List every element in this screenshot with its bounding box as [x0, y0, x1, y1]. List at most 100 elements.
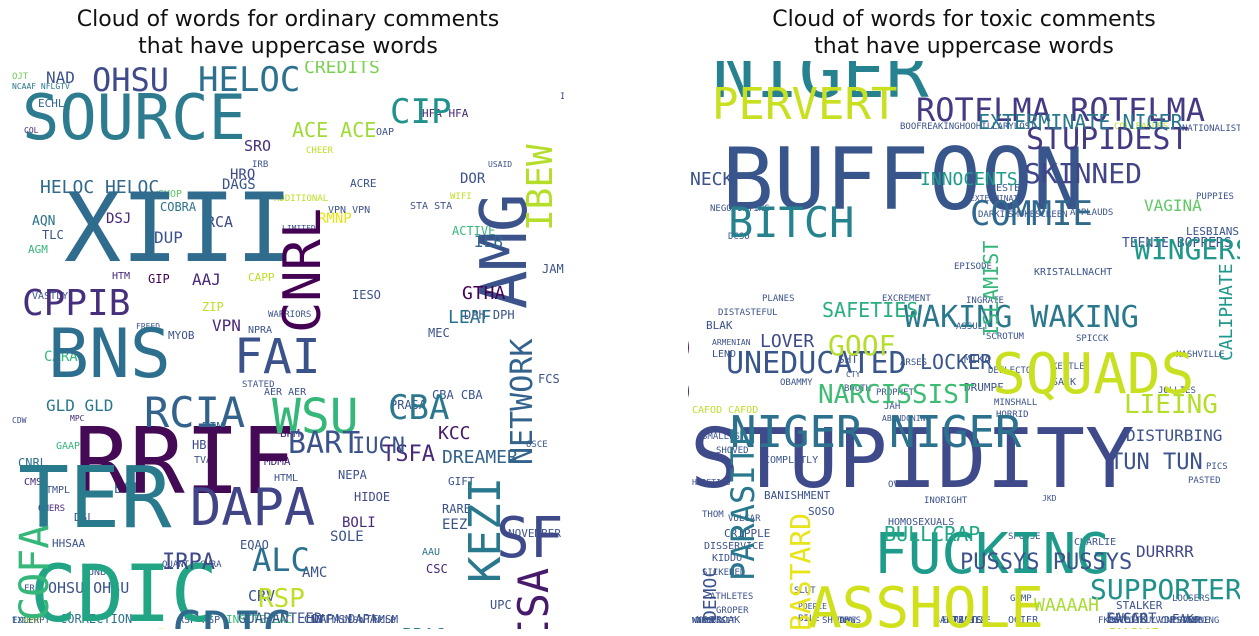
ordinary-filler-word: UNB	[88, 567, 106, 578]
toxic-filler-word: SCROTUM	[986, 332, 1025, 342]
toxic-filler-word: MIKA	[964, 353, 991, 366]
toxic-filler-word: YVONERAVONE	[1150, 616, 1210, 626]
ordinary-filler-word: COL	[24, 126, 39, 135]
ordinary-filler-word: OAP	[376, 127, 394, 138]
toxic-cloud-word: STUPIDITY	[690, 412, 1134, 507]
toxic-filler-word: SHT	[838, 353, 858, 366]
toxic-filler-word: CHARLIE	[1074, 537, 1116, 548]
toxic-filler-word: SOSO	[808, 505, 835, 518]
ordinary-filler-word: HTM	[112, 271, 130, 282]
ordinary-filler-word: ZIP	[202, 300, 224, 314]
toxic-cloud-word: WAKING WAKING	[904, 300, 1139, 335]
ordinary-filler-word: AGM	[28, 243, 48, 256]
ordinary-cloud-word: IUCN	[352, 434, 405, 459]
ordinary-filler-word: HFA HFA	[422, 107, 469, 120]
ordinary-cloud-word: DAPA	[190, 478, 315, 538]
ordinary-filler-word: EQAO	[240, 538, 269, 552]
ordinary-filler-word: OSCE	[526, 440, 548, 450]
ordinary-cloud-word: CNRL	[273, 208, 333, 333]
ordinary-filler-word: DUP	[154, 228, 183, 247]
ordinary-cloud-word: ALC	[252, 541, 310, 579]
ordinary-filler-word: ACTIVE	[452, 224, 495, 238]
toxic-filler-word: NASHVILLE	[1176, 350, 1225, 360]
ordinary-cloud-word: RSP	[258, 584, 305, 614]
ordinary-filler-word: DES	[342, 616, 358, 626]
toxic-filler-word: CRAZIES	[948, 616, 986, 626]
toxic-cloud-word: SAFETIES	[822, 298, 918, 322]
ordinary-cloud-word: GTHA	[462, 283, 506, 304]
ordinary-filler-word: SRO	[244, 137, 271, 155]
left-chart-title: Cloud of words for ordinary comments tha…	[12, 6, 564, 60]
toxic-filler-word: CTY	[846, 370, 861, 379]
toxic-filler-word: STABBING	[1176, 616, 1219, 626]
toxic-filler-word: HOMOSEXUALS	[888, 517, 954, 528]
ordinary-filler-word: BRM	[280, 427, 300, 440]
toxic-cloud-word: BULLCRAP	[884, 522, 980, 546]
right-title-line2: that have uppercase words	[814, 34, 1114, 59]
ordinary-filler-word: EXCERPT	[12, 616, 51, 626]
ordinary-filler-word: CSC	[426, 562, 448, 576]
toxic-filler-word: NATIONALIST	[1182, 124, 1240, 134]
toxic-filler-word: SICKENED	[702, 568, 745, 578]
ordinary-cloud-word: KCC	[438, 423, 471, 444]
ordinary-filler-word: NCAAF NFLGTV	[12, 82, 70, 91]
ordinary-filler-word: AMC	[302, 565, 327, 581]
ordinary-filler-word: DSJ	[106, 211, 131, 227]
toxic-filler-word: DISTASTEFUL	[718, 308, 778, 318]
toxic-filler-word: SMOKESCREEN	[1008, 210, 1068, 220]
ordinary-cloud-word: TER	[18, 449, 172, 548]
toxic-filler-word: APPLAUDS	[1070, 208, 1113, 218]
toxic-filler-word: DCSO	[728, 232, 750, 242]
toxic-cloud-word: SKINNED	[1024, 157, 1142, 190]
ordinary-cloud-word: LEAF	[448, 307, 491, 328]
toxic-cloud-word: WAAAAH	[1034, 595, 1099, 616]
ordinary-filler-word: DOR	[460, 171, 486, 187]
toxic-filler-word: THOM	[702, 510, 724, 520]
toxic-cloud-word: STUPIDEST	[1026, 122, 1189, 157]
ordinary-filler-word: OHSU OHSU	[48, 579, 129, 597]
ordinary-filler-word: WTFMSM WTFMSM	[312, 613, 398, 626]
toxic-filler-word: PUPPIES	[1196, 192, 1234, 202]
ordinary-filler-word: VPN	[212, 316, 241, 335]
toxic-cloud-word: CUCKS	[1106, 625, 1160, 629]
ordinary-filler-word: GLD GLD	[46, 396, 113, 415]
ordinary-cloud-word: ACE ACE	[292, 118, 376, 142]
toxic-filler-word: CAFOD CAFOD	[692, 405, 758, 416]
ordinary-filler-word: FCS	[538, 372, 560, 386]
left-title-line1: Cloud of words for ordinary comments	[76, 7, 500, 32]
ordinary-filler-word: INSITE EAC	[226, 613, 292, 626]
toxic-filler-word: FAGGOT	[1106, 611, 1157, 627]
ordinary-cloud-word: FAI	[234, 329, 321, 385]
ordinary-filler-word: HIDOE	[354, 490, 390, 504]
toxic-filler-word: NARCISSIT	[692, 616, 736, 625]
ordinary-filler-word: NAD	[46, 68, 75, 87]
toxic-filler-word: EXCREMENT	[882, 294, 931, 304]
toxic-filler-word: JAH	[884, 402, 900, 412]
ordinary-filler-word: HRO	[230, 167, 255, 183]
toxic-cloud-word: CALIPHATE	[1216, 263, 1237, 361]
toxic-filler-word: KETTLE	[1052, 362, 1085, 372]
ordinary-filler-word: HTML	[274, 473, 298, 484]
ordinary-filler-word: AER AER	[264, 387, 307, 398]
ordinary-filler-word: EEZ	[442, 517, 467, 533]
toxic-cloud-word: SUPPORTER	[1090, 573, 1240, 606]
toxic-cloud-word: NECK	[690, 169, 734, 190]
toxic-filler-word: BANISHMENT	[764, 489, 831, 502]
ordinary-filler-word: ACRE	[350, 177, 377, 190]
toxic-cloud-word: SQUADS	[992, 342, 1194, 407]
ordinary-filler-word: UPC	[490, 598, 512, 612]
ordinary-cloud-word: URD	[145, 627, 180, 629]
toxic-cloud-word: EXTERMINATE NIGER	[978, 110, 1184, 134]
ordinary-cloud-word: CREDITS	[304, 61, 380, 78]
toxic-filler-word: BAPTISTS	[934, 615, 982, 626]
toxic-cloud-word: VAGINA	[1144, 196, 1202, 215]
ordinary-filler-word: TLC	[42, 228, 64, 242]
toxic-filler-word: HORRID	[996, 410, 1029, 420]
ordinary-filler-word: STATED	[242, 380, 275, 390]
ordinary-filler-word: USAID	[488, 160, 512, 169]
ordinary-cloud-word: PISA	[509, 568, 558, 629]
toxic-filler-word: TEENIE BOPPERS	[1122, 236, 1232, 251]
ordinary-filler-word: LIMITED	[282, 224, 316, 233]
toxic-filler-word: HERETICS	[692, 478, 731, 487]
ordinary-cloud-word: HELOC	[198, 61, 300, 100]
